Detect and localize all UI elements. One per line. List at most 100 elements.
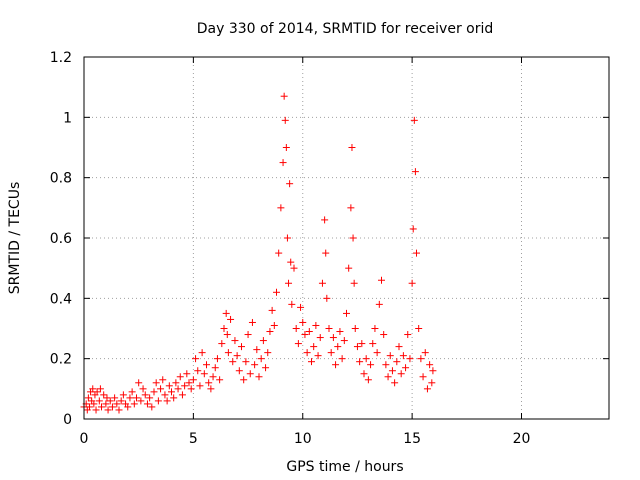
data-point [410, 116, 418, 124]
data-point [150, 388, 158, 396]
data-point [288, 300, 296, 308]
data-point [421, 349, 429, 357]
data-point [111, 394, 119, 402]
data-point [196, 382, 204, 390]
data-point [314, 352, 322, 360]
y-axis-label: SRMTID / TECUs [7, 182, 23, 295]
data-point [283, 234, 291, 242]
data-point [102, 400, 110, 408]
data-point [176, 373, 184, 381]
data-point [417, 355, 425, 363]
data-point [380, 331, 388, 339]
data-point [108, 403, 116, 411]
data-point [397, 370, 405, 378]
data-point [253, 346, 261, 354]
data-point [117, 397, 125, 405]
data-point [227, 315, 235, 323]
data-point [224, 349, 232, 357]
data-point [353, 343, 361, 351]
y-tick-label: 0.6 [50, 231, 72, 247]
data-point [350, 279, 358, 287]
data-point [395, 343, 403, 351]
data-point [345, 264, 353, 272]
data-point [406, 355, 414, 363]
data-point [409, 225, 417, 233]
data-point [95, 397, 103, 405]
data-point [213, 355, 221, 363]
data-point [187, 385, 195, 393]
data-point [349, 234, 357, 242]
data-point [268, 306, 276, 314]
data-point [327, 349, 335, 357]
data-point [391, 379, 399, 387]
data-point [297, 303, 305, 311]
data-point [415, 325, 423, 332]
data-point [246, 370, 254, 378]
data-point [419, 373, 427, 381]
data-point [286, 180, 294, 188]
data-point [198, 349, 206, 357]
data-point [200, 370, 208, 378]
data-point [126, 394, 134, 402]
data-point [189, 376, 197, 384]
data-point [84, 394, 92, 402]
data-point [170, 394, 178, 402]
data-point [426, 361, 434, 369]
data-point [139, 385, 147, 393]
data-point [248, 318, 256, 326]
data-point [251, 361, 259, 369]
data-point [159, 376, 167, 384]
data-point [303, 349, 311, 357]
data-point [96, 385, 104, 393]
data-point [305, 328, 313, 336]
data-point [308, 358, 315, 366]
data-point [316, 334, 324, 342]
data-point [178, 391, 186, 399]
data-point [128, 388, 136, 396]
x-tick-label: 10 [294, 431, 312, 447]
y-tick-label: 1 [63, 110, 72, 126]
data-point [369, 340, 377, 348]
data-point [135, 379, 143, 387]
data-point [351, 325, 359, 332]
data-point [273, 288, 280, 296]
data-point [161, 391, 169, 399]
data-point [343, 309, 350, 317]
data-point [378, 276, 385, 284]
data-point [235, 367, 243, 375]
data-point [181, 382, 189, 390]
chart-title: Day 330 of 2014, SRMTID for receiver ori… [197, 21, 494, 37]
data-point [157, 385, 165, 393]
data-point [203, 361, 210, 369]
data-point [408, 279, 416, 287]
data-point [338, 355, 346, 363]
data-point [402, 364, 410, 372]
data-point [146, 394, 154, 402]
data-point [321, 216, 329, 224]
data-point [285, 279, 293, 287]
data-point [404, 331, 412, 339]
data-point [106, 397, 114, 405]
data-point [323, 294, 331, 302]
data-point [85, 403, 93, 411]
x-tick-label: 15 [403, 431, 421, 447]
data-point [262, 364, 270, 372]
data-point [356, 358, 364, 366]
data-point [242, 358, 250, 366]
data-point [257, 355, 265, 363]
data-point [364, 376, 372, 384]
data-point [375, 300, 383, 308]
data-point [428, 379, 436, 387]
tick-labels: 0 5 10 15 20 0 0.2 0.4 0.6 0.8 1 1.2 [50, 50, 531, 447]
data-point [104, 406, 112, 414]
data-point [92, 406, 100, 414]
data-point [301, 331, 309, 339]
data-point [312, 321, 320, 329]
data-point [205, 379, 213, 387]
data-point [113, 400, 121, 408]
data-point [89, 385, 97, 393]
data-point [290, 264, 298, 272]
data-point [90, 400, 98, 408]
data-point [240, 376, 248, 384]
